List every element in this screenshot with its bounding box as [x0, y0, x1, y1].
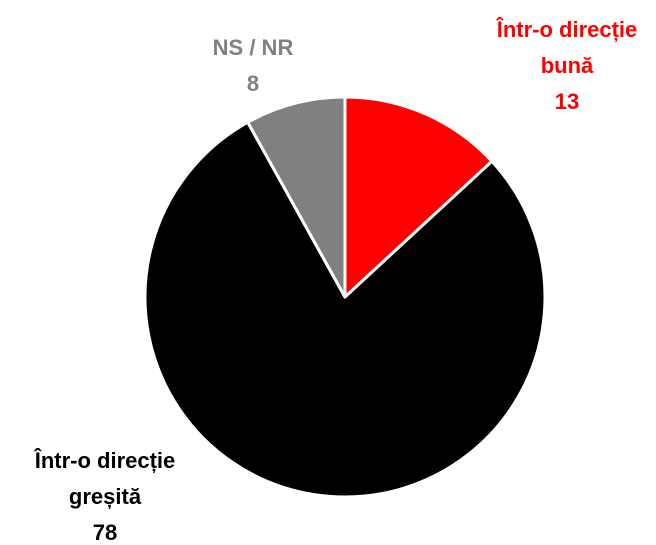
category-label: NS / NR — [212, 35, 294, 60]
slice-label: NS / NR 8 — [193, 30, 313, 102]
value-label: 13 — [554, 89, 580, 114]
value-label: 78 — [92, 520, 118, 545]
pie-slice — [143, 120, 547, 499]
pie-slice — [246, 95, 347, 299]
category-label: Într-o direcție bună — [496, 17, 638, 78]
value-label: 8 — [246, 71, 260, 96]
slice-label: Într-o direcție greșită 78 — [5, 443, 205, 545]
slice-label: Într-o direcție bună 13 — [472, 12, 656, 120]
category-label: Într-o direcție greșită — [34, 448, 176, 509]
pie-slice — [343, 95, 494, 299]
